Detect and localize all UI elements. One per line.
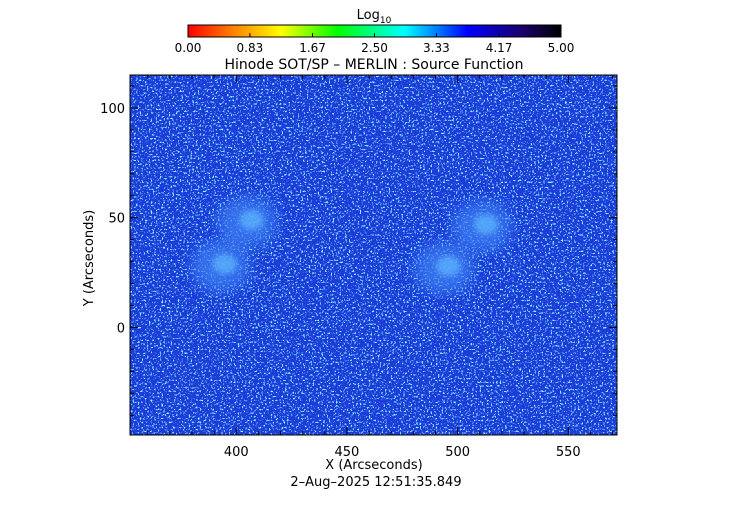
plage-core	[473, 214, 498, 235]
heatmap-image	[130, 75, 617, 435]
colorbar-label: Log10	[357, 8, 392, 26]
colorbar-tick-label: 4.17	[486, 41, 513, 55]
plot-frame	[129, 74, 618, 436]
y-tick-label: 100	[100, 102, 125, 117]
colorbar-tick-label: 3.33	[423, 41, 450, 55]
y-axis: 0 50 100	[100, 85, 617, 416]
colorbar: Log10 0.00 0.83 1.67 2.50 3.33 4.17 5.00	[175, 8, 575, 55]
colorbar-tick-label: 2.50	[361, 41, 388, 55]
colorbar-ticks: 0.00 0.83 1.67 2.50 3.33 4.17 5.00	[175, 33, 575, 55]
x-axis: 400 450 500 550	[147, 75, 614, 460]
x-tick-label: 500	[445, 445, 470, 460]
y-axis-label: Y (Arcseconds)	[82, 210, 97, 307]
x-axis-label: X (Arcseconds)	[325, 458, 422, 473]
colorbar-tick-label: 0.00	[175, 41, 202, 55]
timestamp: 2–Aug–2025 12:51:35.849	[290, 475, 461, 490]
y-tick-label: 0	[117, 321, 125, 336]
x-tick-label: 400	[224, 445, 249, 460]
colorbar-tick-label: 1.67	[299, 41, 326, 55]
plage-core	[212, 253, 237, 274]
y-tick-label: 50	[108, 212, 125, 227]
colorbar-tick-label: 5.00	[548, 41, 575, 55]
plage-features	[190, 196, 512, 295]
plage-core	[436, 256, 461, 277]
colorbar-tick-label: 0.83	[237, 41, 264, 55]
x-tick-label: 550	[556, 445, 581, 460]
chart-title: Hinode SOT/SP – MERLIN : Source Function	[225, 57, 524, 73]
x-tick-label: 450	[335, 445, 360, 460]
plage-core	[239, 210, 264, 231]
